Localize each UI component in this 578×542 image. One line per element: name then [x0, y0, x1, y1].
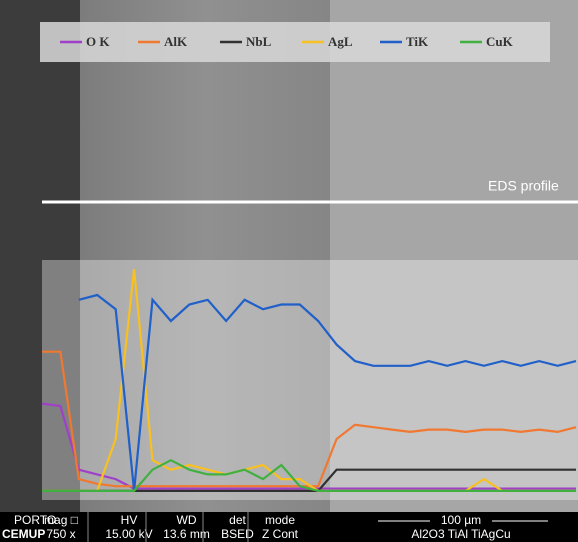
legend-label: O K — [86, 34, 110, 49]
info-header: mag □ — [44, 513, 78, 527]
scale-label: 100 µm — [441, 513, 481, 527]
info-header: WD — [177, 513, 197, 527]
annotation: EDS profile — [488, 178, 559, 194]
info-header: det — [229, 513, 246, 527]
legend-label: TiK — [406, 34, 429, 49]
legend-label: AgL — [328, 34, 353, 49]
eds-figure: EDS profile PORTO CEMUP mag □750 xHV15.0… — [0, 0, 578, 542]
info-header: HV — [121, 513, 138, 527]
legend-label: NbL — [246, 34, 272, 49]
legend-label: AlK — [164, 34, 188, 49]
info-header: mode — [265, 513, 295, 527]
logo: CEMUP — [2, 527, 45, 541]
sample-label: Al2O3 TiAl TiAgCu — [411, 527, 510, 541]
info-value: Z Cont — [262, 527, 299, 541]
legend-label: CuK — [486, 34, 514, 49]
info-value: BSED — [221, 527, 254, 541]
info-value: 750 x — [46, 527, 75, 541]
